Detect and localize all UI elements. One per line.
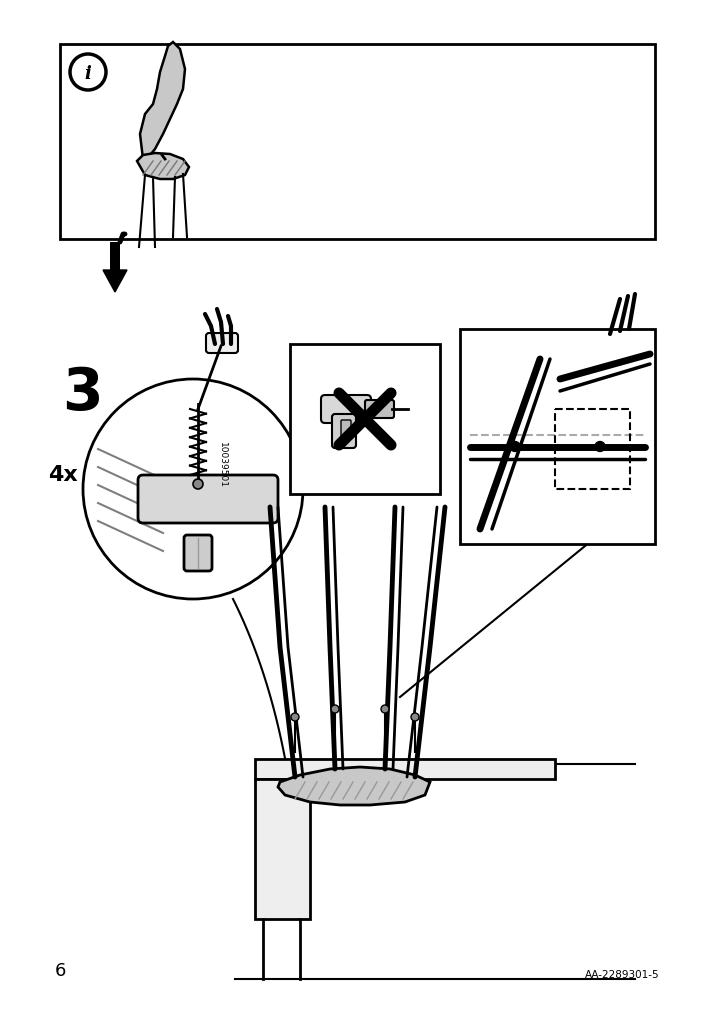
FancyBboxPatch shape [365,400,394,419]
Circle shape [70,55,106,91]
Bar [555,409,630,489]
FancyBboxPatch shape [321,395,371,424]
Circle shape [411,714,419,721]
Bar [60,44,655,240]
FancyBboxPatch shape [184,536,212,571]
Circle shape [331,706,339,714]
Circle shape [291,714,299,721]
Text: 10039501: 10039501 [218,442,227,487]
Circle shape [595,442,605,452]
Circle shape [83,379,303,600]
Text: 6: 6 [55,961,66,979]
Circle shape [381,706,389,714]
Text: AA-2289301-5: AA-2289301-5 [585,969,660,979]
Bar [255,779,310,919]
Text: i: i [84,65,91,83]
Bar [460,330,655,545]
Polygon shape [137,154,189,180]
Text: 4x: 4x [49,464,78,484]
FancyBboxPatch shape [332,415,356,449]
Circle shape [193,479,203,489]
FancyBboxPatch shape [138,475,278,524]
Polygon shape [140,42,185,160]
Bar [110,243,120,271]
FancyBboxPatch shape [341,421,351,437]
Text: 3: 3 [62,365,103,422]
Circle shape [510,442,520,452]
Bar [290,345,440,494]
FancyBboxPatch shape [206,334,238,354]
Bar [255,759,555,779]
Polygon shape [278,767,430,805]
Polygon shape [103,271,127,293]
